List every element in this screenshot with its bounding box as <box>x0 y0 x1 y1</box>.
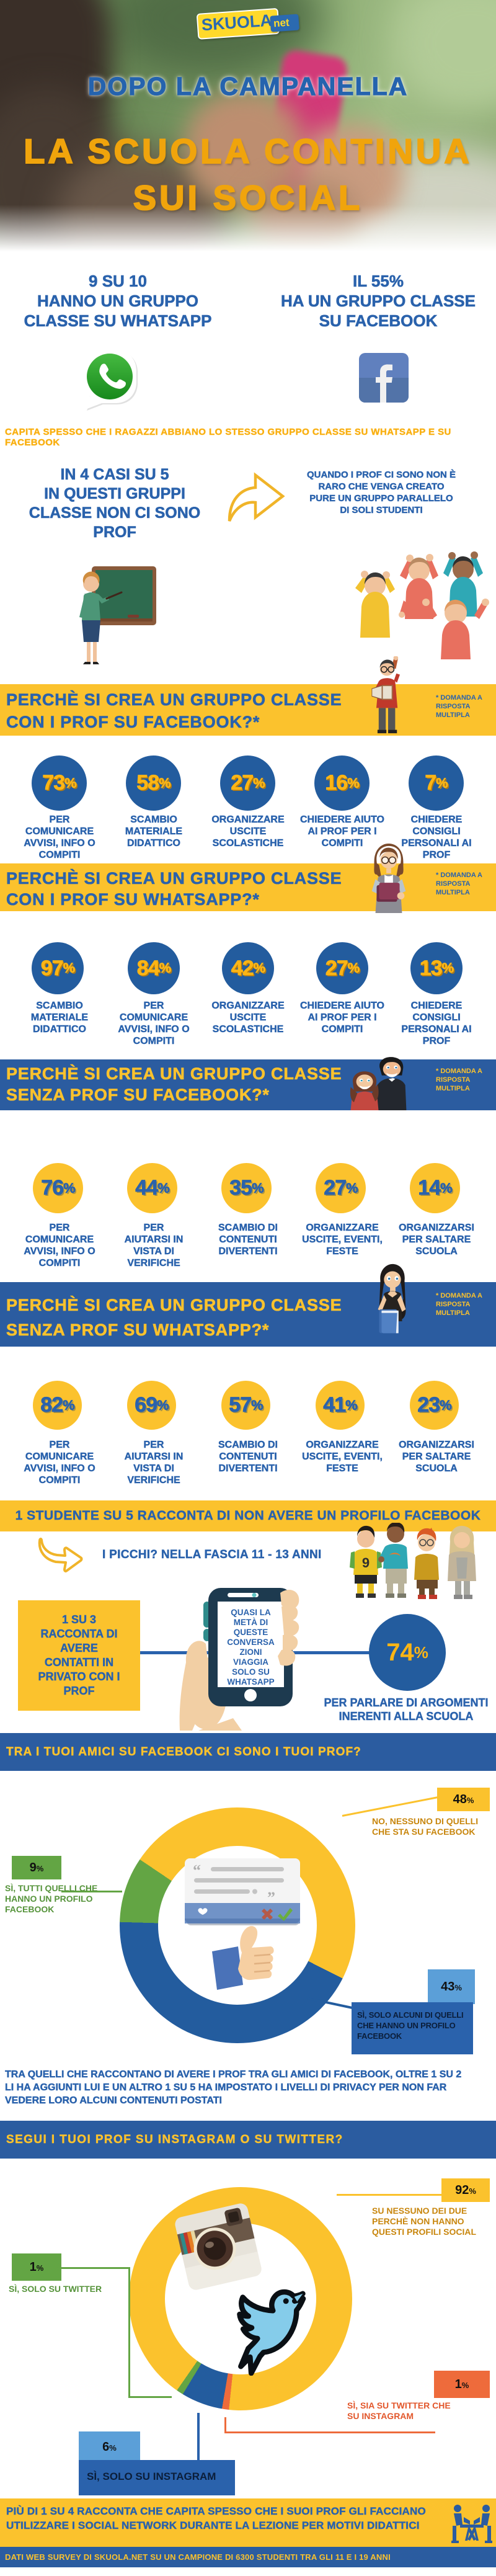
svg-text:9: 9 <box>362 1555 370 1571</box>
svg-text:”: ” <box>267 1889 275 1907</box>
svg-text:“: “ <box>193 1861 201 1879</box>
